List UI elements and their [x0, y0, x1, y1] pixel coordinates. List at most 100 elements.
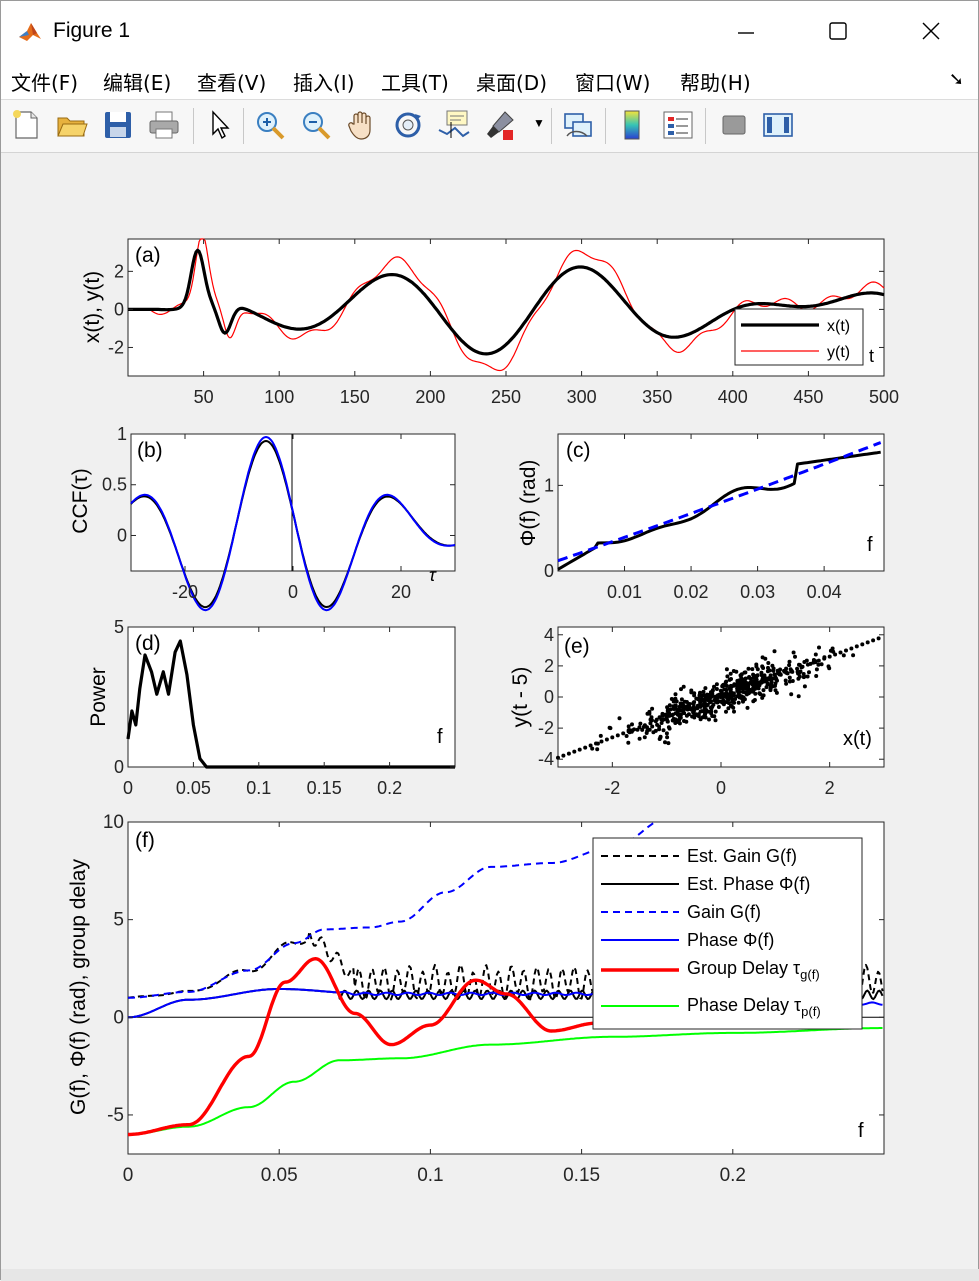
- zoom-in-icon[interactable]: [253, 108, 287, 142]
- data-cursor-icon[interactable]: [437, 108, 471, 142]
- scatter-point: [703, 712, 708, 717]
- brush-dropdown-icon[interactable]: ▼: [533, 116, 545, 130]
- pan-icon[interactable]: [345, 108, 379, 142]
- scatter-point: [767, 676, 772, 681]
- new-figure-icon[interactable]: [9, 108, 43, 142]
- x-tick-label: 150: [340, 387, 370, 407]
- scatter-point: [675, 711, 680, 716]
- scatter-point: [695, 706, 700, 711]
- scatter-point: [822, 656, 827, 661]
- legend-label-gain: Gain G(f): [687, 902, 761, 922]
- maximize-button[interactable]: [808, 9, 868, 53]
- brush-icon[interactable]: [483, 108, 517, 142]
- x-tick-label: 20: [391, 582, 411, 602]
- scatter-point: [702, 707, 707, 712]
- menu-desktop[interactable]: 桌面(D): [476, 71, 548, 95]
- x-tick-label: 300: [567, 387, 597, 407]
- scatter-point: [647, 727, 652, 732]
- menu-edit[interactable]: 编辑(E): [103, 71, 172, 95]
- scatter-point: [770, 684, 775, 689]
- y-tick-label: 5: [114, 617, 124, 637]
- matlab-icon: [17, 19, 43, 45]
- hide-plot-tools-icon[interactable]: [717, 108, 751, 142]
- ylabel-b: CCF(τ): [69, 468, 92, 533]
- scatter-point: [677, 714, 682, 719]
- scatter-point: [648, 721, 653, 726]
- x-tick-label: 200: [415, 387, 445, 407]
- menu-window[interactable]: 窗口(W): [575, 71, 651, 95]
- menu-tools[interactable]: 工具(T): [381, 71, 449, 95]
- y-tick-label: -2: [538, 718, 554, 738]
- scatter-point: [650, 724, 655, 729]
- scatter-point: [743, 670, 748, 675]
- scatter-point: [748, 687, 752, 692]
- show-plot-tools-icon[interactable]: [761, 108, 795, 142]
- panel-a: (a) t x(t), y(t) 50 100 150 200 250 300 350 400…: [81, 238, 899, 407]
- x-tick-label: 0.15: [563, 1165, 600, 1186]
- scatter-point: [819, 662, 824, 667]
- panel-tag-d: (d): [135, 632, 161, 655]
- scatter-point: [644, 731, 649, 735]
- zoom-out-icon[interactable]: [299, 108, 333, 142]
- minimize-button[interactable]: [716, 9, 776, 53]
- x-tick-label: 0: [123, 1165, 134, 1186]
- x-tick-label: 0.15: [307, 778, 342, 798]
- save-icon[interactable]: [101, 108, 135, 142]
- scatter-point: [666, 741, 671, 746]
- scatter-point: [707, 717, 711, 722]
- print-icon[interactable]: [147, 108, 181, 142]
- axes-c[interactable]: [557, 433, 885, 572]
- menu-file[interactable]: 文件(F): [11, 71, 79, 95]
- menu-insert[interactable]: 插入(I): [293, 71, 355, 95]
- dock-arrow-icon[interactable]: ➘: [948, 69, 964, 89]
- insert-legend-icon[interactable]: [661, 108, 695, 142]
- scatter-point: [760, 655, 765, 660]
- legend-label-est-gain: Est. Gain G(f): [687, 846, 797, 866]
- scatter-point: [722, 687, 727, 692]
- x-tick-label: 50: [194, 387, 214, 407]
- edit-plot-icon[interactable]: [203, 108, 237, 142]
- legend-f[interactable]: Est. Gain G(f) Est. Phase Φ(f) Gain G(f)…: [592, 837, 863, 1030]
- scatter-point: [626, 729, 631, 734]
- scatter-point: [838, 650, 843, 655]
- menu-help[interactable]: 帮助(H): [680, 71, 751, 95]
- scatter-point: [759, 670, 764, 675]
- toolbar-separator: [193, 108, 194, 144]
- scatter-point: [769, 680, 774, 684]
- legend-box-f: [592, 837, 863, 1030]
- scatter-point: [624, 734, 629, 738]
- legend-label-group-delay: Group Delay τg(f): [687, 958, 820, 982]
- scatter-point: [561, 753, 566, 758]
- insert-colorbar-icon[interactable]: [615, 108, 649, 142]
- plot-a-lines: [127, 238, 885, 372]
- scatter-point: [762, 673, 767, 678]
- x-tick-label: 100: [264, 387, 294, 407]
- scatter-point: [830, 646, 835, 651]
- legend-label-x: x(t): [827, 318, 850, 335]
- axes-b[interactable]: [130, 433, 456, 572]
- scatter-point: [766, 661, 771, 665]
- open-file-icon[interactable]: [55, 108, 89, 142]
- scatter-point: [761, 693, 766, 698]
- panel-c: (c) f Φ(f) (rad) 0.01 0.02 0.03 0.04 1 0: [517, 433, 885, 602]
- ylabel-d: Power: [87, 667, 110, 727]
- xlabel-e: x(t): [843, 728, 872, 750]
- menu-bar: 文件(F) 编辑(E) 查看(V) 插入(I) 工具(T) 桌面(D) 窗口(W…: [1, 61, 978, 100]
- scatter-point: [757, 680, 761, 685]
- ccf-theory-line: [130, 436, 456, 612]
- scatter-point: [778, 672, 783, 677]
- link-plot-icon[interactable]: [561, 108, 595, 142]
- x-tick-label: 0.04: [807, 582, 842, 602]
- close-button[interactable]: [901, 9, 961, 53]
- figure-plot-area[interactable]: (a) t x(t), y(t) 50 100 150 200 250 300 350 400…: [1, 153, 978, 1269]
- legend-a[interactable]: x(t) y(t): [734, 308, 864, 366]
- scatter-point: [811, 660, 816, 665]
- scatter-point: [670, 713, 675, 718]
- scatter-point: [713, 718, 718, 723]
- scatter-point: [773, 674, 778, 679]
- y-tick-label: 1: [117, 424, 127, 444]
- rotate-3d-icon[interactable]: [391, 108, 425, 142]
- menu-view[interactable]: 查看(V): [197, 71, 267, 95]
- scatter-point: [730, 699, 735, 704]
- scatter-point: [844, 648, 848, 653]
